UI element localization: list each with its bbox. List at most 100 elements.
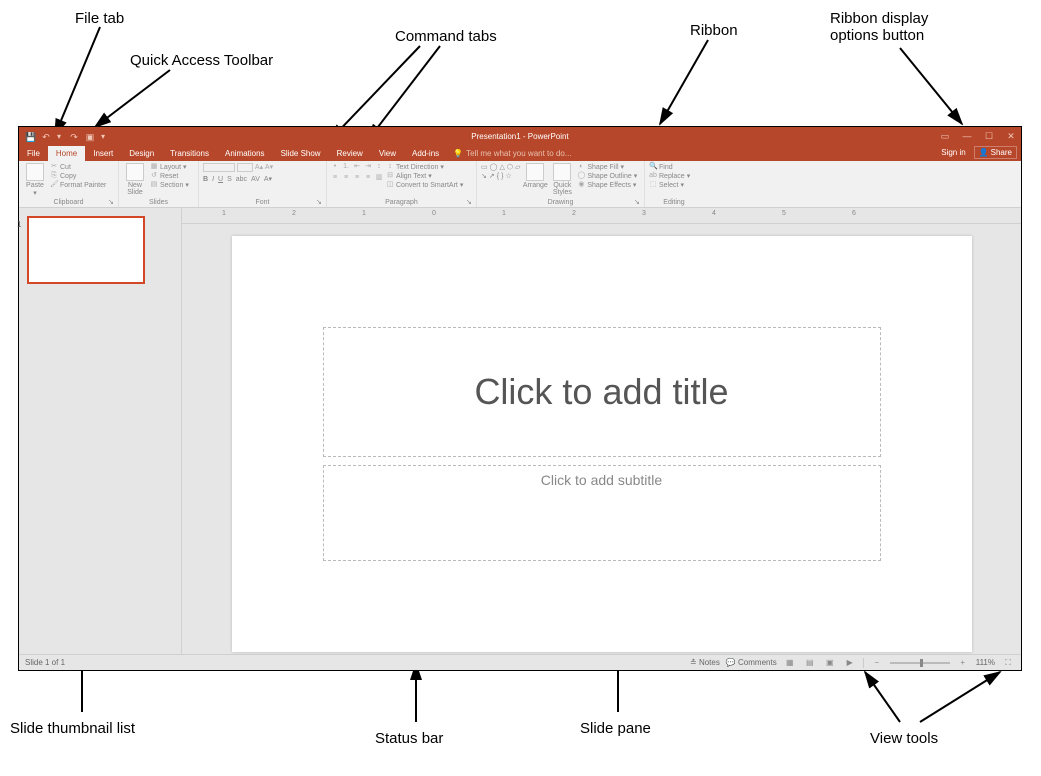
annot-thumb-list: Slide thumbnail list [10,720,135,737]
slideshow-view-icon[interactable]: ▶ [843,657,857,669]
tab-animations[interactable]: Animations [217,146,273,161]
tab-insert[interactable]: Insert [85,146,121,161]
zoom-slider[interactable] [890,662,950,664]
font-dialog-launcher[interactable]: ↘ [316,198,324,206]
drawing-dialog-launcher[interactable]: ↘ [634,198,642,206]
justify-icon[interactable]: ≡ [364,174,372,182]
increase-font-icon[interactable]: A▴ [255,164,263,172]
close-icon[interactable]: ✕ [1005,131,1017,142]
find-button[interactable]: 🔍Find [649,163,690,171]
clipboard-dialog-launcher[interactable]: ↘ [108,198,116,206]
zoom-thumb[interactable] [920,659,923,667]
save-icon[interactable]: 💾 [25,132,35,142]
format-painter-button[interactable]: 🖌Format Painter [50,181,106,189]
zoom-out-icon[interactable]: − [870,657,884,669]
annot-command-tabs: Command tabs [395,28,497,45]
layout-button[interactable]: ▦Layout ▾ [150,163,189,171]
annot-ribbon-display: Ribbon display options button [830,10,928,44]
tab-view[interactable]: View [371,146,404,161]
align-center-icon[interactable]: ≡ [342,174,350,182]
tab-file[interactable]: File [19,146,48,161]
zoom-in-icon[interactable]: + [956,657,970,669]
redo-icon[interactable]: ↷ [69,132,79,142]
undo-dropdown-icon[interactable]: ▾ [57,132,63,142]
comments-button[interactable]: 💬 Comments [726,658,777,667]
align-text-icon: ⊟ [386,172,394,180]
normal-view-icon[interactable]: ▦ [783,657,797,669]
reading-view-icon[interactable]: ▣ [823,657,837,669]
select-button[interactable]: ⬚Select ▾ [649,181,690,189]
slide-thumbnail-panel: 1 [19,208,164,654]
group-drawing: ▭◯△⬡▱ ↘↗{}☆ Arrange Quick Styles ◐Shape … [477,161,645,207]
fit-to-window-icon[interactable]: ⛶ [1001,657,1015,669]
quick-styles-button[interactable]: Quick Styles [550,163,574,196]
smartart-icon: ◫ [386,181,394,189]
section-button[interactable]: ▤Section ▾ [150,181,189,189]
tab-slide-show[interactable]: Slide Show [273,146,329,161]
share-icon: 👤 [979,148,989,157]
shapes-gallery[interactable]: ▭◯△⬡▱ ↘↗{}☆ [481,163,520,180]
slide-thumbnail[interactable]: 1 [27,216,145,284]
slide-sorter-icon[interactable]: ▤ [803,657,817,669]
start-from-beginning-icon[interactable]: ▣ [85,132,95,142]
italic-button[interactable]: I [212,176,214,183]
title-placeholder[interactable]: Click to add title [323,327,881,457]
titlebar: 💾 ↶ ▾ ↷ ▣ ▾ Presentation1 - PowerPoint ▭… [19,127,1021,146]
shape-effects-button[interactable]: ◉Shape Effects ▾ [577,181,637,189]
shape-outline-button[interactable]: ◯Shape Outline ▾ [577,172,637,180]
tell-me-search[interactable]: 💡 Tell me what you want to do... [447,146,577,161]
subtitle-placeholder[interactable]: Click to add subtitle [323,465,881,561]
numbering-icon[interactable]: 1. [342,163,350,171]
ribbon-display-options-icon[interactable]: ▭ [939,131,951,142]
font-family-dropdown[interactable] [203,163,235,172]
vertical-ruler [164,208,182,654]
columns-icon[interactable]: ▥ [375,174,383,182]
new-slide-button[interactable]: New Slide [123,163,147,196]
shadow-button[interactable]: S [227,176,232,183]
shape-fill-button[interactable]: ◐Shape Fill ▾ [577,163,637,171]
line-spacing-icon[interactable]: ↕ [375,163,383,171]
text-direction-button[interactable]: ↕Text Direction ▾ [386,163,463,171]
align-text-button[interactable]: ⊟Align Text ▾ [386,172,463,180]
font-color-button[interactable]: A▾ [264,175,272,183]
tab-review[interactable]: Review [329,146,371,161]
find-icon: 🔍 [649,163,657,171]
replace-icon: ab [649,172,657,180]
tab-transitions[interactable]: Transitions [162,146,217,161]
strikethrough-button[interactable]: abc [236,176,247,183]
arrange-button[interactable]: Arrange [523,163,547,189]
tab-addins[interactable]: Add-ins [404,146,447,161]
tab-design[interactable]: Design [121,146,162,161]
tab-home[interactable]: Home [48,146,85,161]
minimize-icon[interactable]: — [961,131,973,142]
align-left-icon[interactable]: ≡ [331,174,339,182]
increase-indent-icon[interactable]: ⇥ [364,163,372,171]
undo-icon[interactable]: ↶ [41,132,51,142]
slide-pane: Click to add title Click to add subtitle [182,224,1021,654]
underline-button[interactable]: U [218,176,223,183]
reset-button[interactable]: ↺Reset [150,172,189,180]
share-button[interactable]: 👤 Share [974,146,1017,159]
slide[interactable]: Click to add title Click to add subtitle [232,236,972,652]
bullets-icon[interactable]: • [331,163,339,171]
zoom-percent[interactable]: 111% [976,658,995,667]
align-right-icon[interactable]: ≡ [353,174,361,182]
font-size-dropdown[interactable] [237,163,253,172]
paragraph-dialog-launcher[interactable]: ↘ [466,198,474,206]
bold-button[interactable]: B [203,176,208,183]
quick-styles-icon [553,163,571,181]
decrease-font-icon[interactable]: A▾ [265,164,273,172]
replace-button[interactable]: abReplace ▾ [649,172,690,180]
smartart-button[interactable]: ◫Convert to SmartArt ▾ [386,181,463,189]
sign-in-link[interactable]: Sign in [941,148,965,157]
decrease-indent-icon[interactable]: ⇤ [353,163,361,171]
qat-customize-icon[interactable]: ▾ [101,132,107,142]
copy-button[interactable]: ⎘Copy [50,172,106,180]
spacing-button[interactable]: AV [251,176,260,183]
editor-area: 1 1 2 1 0 1 2 3 4 5 6 Click to add title [19,208,1021,654]
tell-me-placeholder: Tell me what you want to do... [466,149,571,158]
maximize-icon[interactable]: ☐ [983,131,995,142]
notes-button[interactable]: ≛ Notes [690,658,720,667]
cut-button[interactable]: ✂Cut [50,163,106,171]
paste-button[interactable]: Paste ▾ [23,163,47,197]
